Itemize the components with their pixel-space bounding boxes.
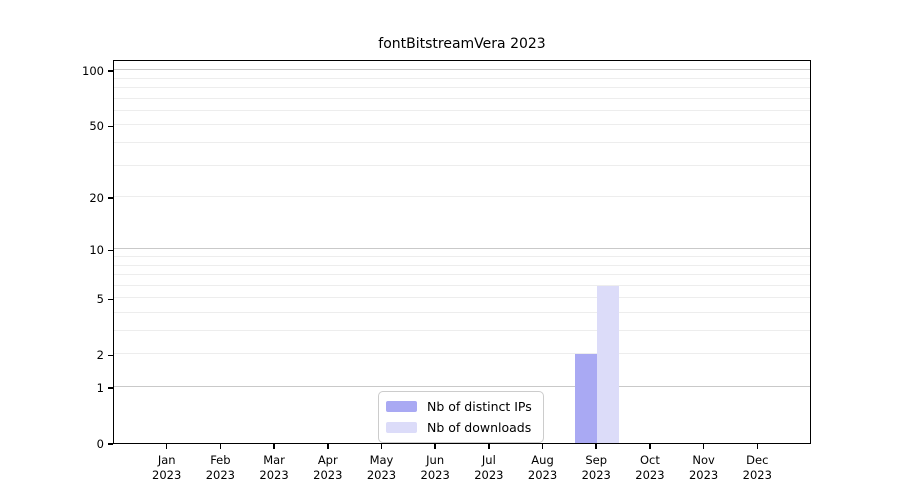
x-tick-label: Jul 2023 <box>459 453 519 483</box>
y-gridline-minor <box>114 274 810 276</box>
y-tick-mark <box>108 197 113 199</box>
bar-nb-of-downloads <box>597 285 620 443</box>
x-tick-mark <box>273 444 275 449</box>
x-tick-label: Mar 2023 <box>244 453 304 483</box>
x-tick-year: 2023 <box>259 468 289 482</box>
legend-label: Nb of distinct IPs <box>427 399 532 414</box>
x-tick-year: 2023 <box>366 468 397 482</box>
y-gridline-minor <box>114 87 810 89</box>
x-tick-month: Oct <box>639 453 660 467</box>
y-tick-mark <box>108 298 113 300</box>
x-tick-year: 2023 <box>205 468 236 482</box>
legend-label: Nb of downloads <box>427 420 532 435</box>
x-tick-month: Aug <box>531 453 554 467</box>
y-gridline-minor <box>114 124 810 126</box>
x-tick-label: Dec 2023 <box>727 453 787 483</box>
y-gridline-minor <box>114 109 810 111</box>
x-tick-month: May <box>369 453 394 467</box>
y-tick-label: 20 <box>89 191 104 206</box>
x-tick-year: 2023 <box>152 468 182 482</box>
y-tick-label: 5 <box>96 292 104 307</box>
y-gridline-minor <box>114 284 810 286</box>
x-tick-mark <box>219 444 222 449</box>
x-tick-year: 2023 <box>527 468 558 482</box>
y-tick-label: 0 <box>96 437 104 451</box>
y-gridline-major <box>114 69 810 71</box>
x-tick-mark <box>380 444 383 449</box>
plot-area: Nb of distinct IPs Nb of downloads <box>113 60 811 444</box>
y-tick-label: 50 <box>89 119 104 134</box>
x-tick-mark <box>541 444 544 449</box>
y-tick-mark <box>108 249 113 252</box>
x-tick-year: 2023 <box>742 468 772 482</box>
x-tick-year: 2023 <box>581 468 611 482</box>
y-tick-label: 10 <box>89 243 104 258</box>
y-gridline-minor <box>114 164 810 166</box>
x-tick-month: Jul <box>481 453 496 467</box>
bar-nb-of-distinct-ips <box>575 354 598 443</box>
x-tick-label: May 2023 <box>351 453 411 483</box>
x-tick-year: 2023 <box>474 468 504 482</box>
x-tick-mark <box>165 444 168 449</box>
x-tick-label: Nov 2023 <box>674 453 734 483</box>
x-tick-month: Nov <box>692 453 715 467</box>
x-tick-mark <box>595 444 597 449</box>
x-tick-mark <box>702 444 705 449</box>
x-tick-label: Sep 2023 <box>566 453 626 483</box>
x-tick-month: Apr <box>317 453 338 467</box>
x-tick-label: Jan 2023 <box>137 453 197 483</box>
x-tick-year: 2023 <box>313 468 343 482</box>
legend: Nb of distinct IPs Nb of downloads <box>378 391 544 443</box>
y-tick-label: 1 <box>96 381 104 395</box>
y-tick-label: 100 <box>82 64 104 79</box>
x-tick-mark <box>649 444 651 449</box>
legend-item: Nb of downloads <box>386 420 535 435</box>
x-tick-mark <box>488 444 490 449</box>
x-tick-label: Feb 2023 <box>190 453 250 483</box>
x-tick-label: Apr 2023 <box>298 453 358 483</box>
x-tick-month: Jun <box>426 453 445 467</box>
x-tick-month: Sep <box>585 453 608 467</box>
x-tick-year: 2023 <box>635 468 665 482</box>
legend-item: Nb of distinct IPs <box>386 399 535 414</box>
legend-swatch <box>386 422 417 433</box>
y-gridline-minor <box>114 297 810 299</box>
y-gridline-minor <box>114 312 810 313</box>
x-tick-label: Oct 2023 <box>620 453 680 483</box>
chart-title: fontBitstreamVera 2023 <box>378 36 546 52</box>
y-gridline-minor <box>114 264 810 266</box>
y-gridline-minor <box>114 97 810 99</box>
y-gridline-minor <box>114 353 810 355</box>
y-tick-mark <box>108 70 113 72</box>
y-tick-mark <box>108 387 113 389</box>
x-tick-year: 2023 <box>688 468 719 482</box>
y-tick-mark <box>108 354 113 356</box>
x-tick-label: Aug 2023 <box>513 453 573 483</box>
x-tick-month: Dec <box>746 453 769 467</box>
x-tick-month: Feb <box>210 453 231 467</box>
x-tick-year: 2023 <box>420 468 450 482</box>
legend-swatch <box>386 401 417 412</box>
y-tick-label: 2 <box>96 348 104 363</box>
x-tick-month: Jan <box>157 453 176 467</box>
y-gridline-major <box>114 386 810 388</box>
y-gridline-minor <box>114 142 810 144</box>
y-gridline-minor <box>114 256 810 257</box>
y-gridline-minor <box>114 330 810 332</box>
x-tick-mark <box>434 444 436 449</box>
y-gridline-major <box>114 248 810 250</box>
x-tick-month: Mar <box>263 453 285 467</box>
y-gridline-minor <box>114 77 810 79</box>
y-gridline-minor <box>114 196 810 198</box>
y-tick-mark <box>108 443 113 445</box>
x-tick-mark <box>756 444 759 449</box>
x-tick-mark <box>327 444 329 449</box>
x-tick-label: Jun 2023 <box>405 453 465 483</box>
y-tick-mark <box>108 125 113 128</box>
